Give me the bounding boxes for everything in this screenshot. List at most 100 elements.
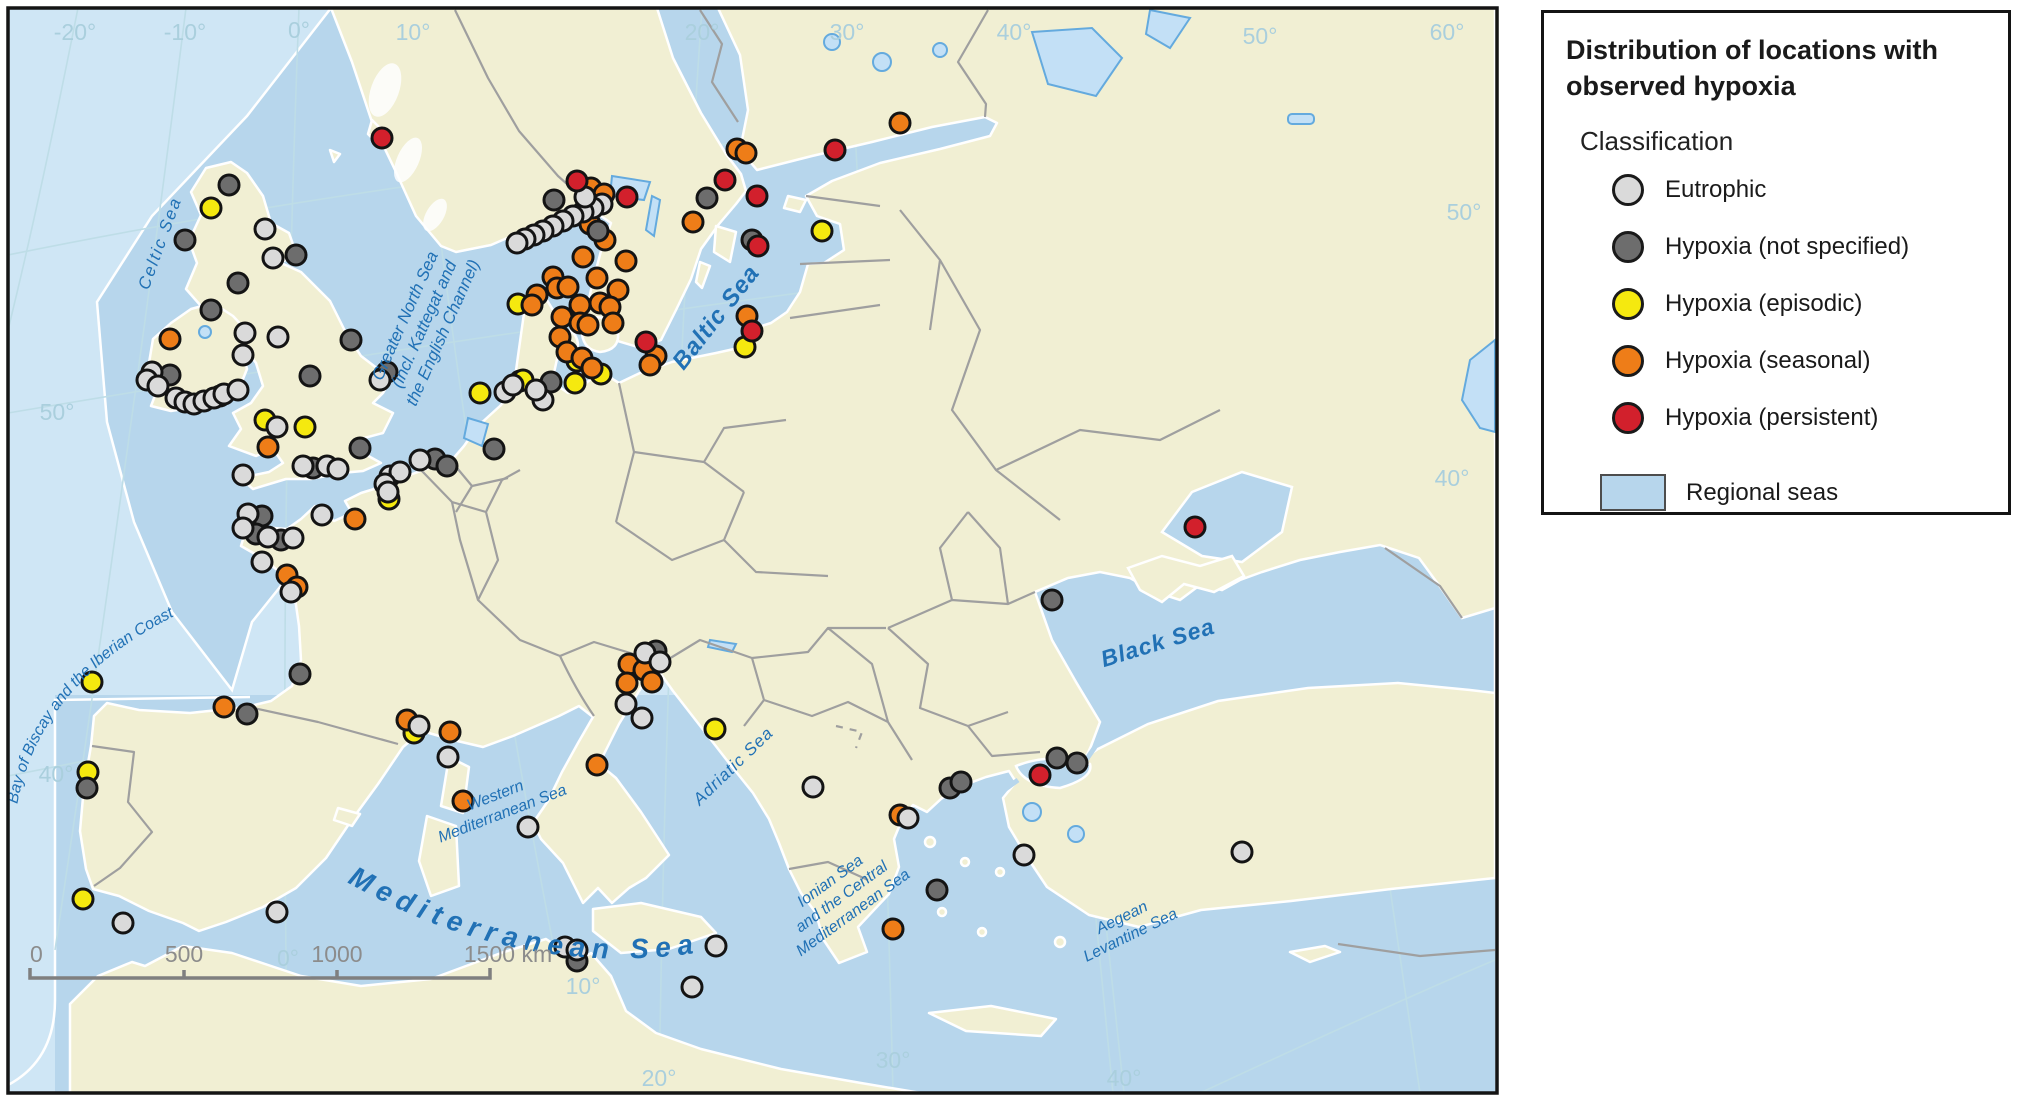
hypoxia-dot xyxy=(226,271,250,295)
hypoxia-dot xyxy=(740,319,764,343)
country-borders xyxy=(91,9,1496,958)
hypoxia-dot xyxy=(501,373,525,397)
hypoxia-dot xyxy=(199,298,223,322)
hypoxia-dot xyxy=(80,670,104,694)
legend-item-label: Hypoxia (not specified) xyxy=(1665,232,1910,260)
hypoxia-dot xyxy=(556,275,580,299)
hypoxia-dot xyxy=(520,293,544,317)
legend-regional-seas: Regional seas xyxy=(1600,474,2008,512)
regional-seas-label: Regional seas xyxy=(1686,478,1839,506)
hypoxia-dot xyxy=(615,671,639,695)
hypoxia-dot xyxy=(326,457,350,481)
hypoxia-dot xyxy=(261,246,285,270)
hypoxia-dot xyxy=(576,313,600,337)
graticule-label: -10° xyxy=(164,19,206,45)
hypoxia-dot xyxy=(281,526,305,550)
hypoxia-dot xyxy=(266,325,290,349)
graticule-label: 50° xyxy=(40,399,75,425)
hypoxia-dot xyxy=(896,806,920,830)
hypoxia-dot xyxy=(288,662,312,686)
hypoxia-dot xyxy=(1183,515,1207,539)
hypoxia-dot xyxy=(571,245,595,269)
graticule-label: 40° xyxy=(39,761,74,787)
scale-bar-label: 500 xyxy=(165,941,203,967)
hypoxia-dot xyxy=(634,330,658,354)
hypoxia-dot xyxy=(630,706,654,730)
hypoxia-dot xyxy=(253,217,277,241)
hypoxia-episodic-swatch-icon xyxy=(1612,287,1644,320)
hypoxia-dot xyxy=(585,266,609,290)
hypoxia-dot xyxy=(265,900,289,924)
hypoxia-seasonal-swatch-icon xyxy=(1612,344,1644,377)
hypoxia-dot xyxy=(524,378,548,402)
hypoxia-dot xyxy=(1065,751,1089,775)
hypoxia-dot xyxy=(745,184,769,208)
hypoxia-dot xyxy=(1040,588,1064,612)
hypoxia-dot xyxy=(370,126,394,150)
hypoxia-dot xyxy=(173,228,197,252)
hypoxia-dot xyxy=(407,714,431,738)
hypoxia-dot xyxy=(256,435,280,459)
legend-item-label: Hypoxia (seasonal) xyxy=(1665,346,1871,374)
hypoxia-dot xyxy=(451,789,475,813)
hypoxia-dot xyxy=(348,436,372,460)
legend-item-label: Hypoxia (persistent) xyxy=(1665,403,1879,431)
legend-item-label: Hypoxia (episodic) xyxy=(1665,289,1863,317)
legend-item-hypoxia-seasonal: Hypoxia (seasonal) xyxy=(1612,332,2008,389)
hypoxia-dot xyxy=(695,186,719,210)
scale-bar: 0 500 1000 1500 km xyxy=(28,941,552,980)
hypoxia-dots-layer xyxy=(71,111,1254,999)
legend-title: Distribution of locations with observed … xyxy=(1566,35,1938,101)
hypoxia-dot xyxy=(585,753,609,777)
scale-bar-label: 0 xyxy=(30,941,43,967)
graticule-label: 40° xyxy=(997,19,1032,45)
hypoxia-dot xyxy=(368,368,392,392)
hypoxia-dot xyxy=(1230,840,1254,864)
hypoxia-dot xyxy=(233,321,257,345)
hypoxia-dot xyxy=(565,169,589,193)
hypoxia-dot xyxy=(231,463,255,487)
graticule-label: -20° xyxy=(54,19,96,45)
legend-classification-label: Classification xyxy=(1580,126,1734,157)
map-frame xyxy=(6,6,1499,1095)
hypoxia-dot xyxy=(746,234,770,258)
hypoxia-dot xyxy=(614,692,638,716)
hypoxia-persistent-swatch-icon xyxy=(1612,401,1644,434)
hypoxia-dot xyxy=(217,173,241,197)
hypoxia-dot xyxy=(601,311,625,335)
graticule-label: 30° xyxy=(876,1047,911,1073)
graticule-label: 40° xyxy=(1107,1065,1142,1091)
graticule-label: 50° xyxy=(1243,23,1278,49)
hypoxia-dot xyxy=(111,911,135,935)
graticule-label: 0° xyxy=(288,17,310,43)
hypoxia-dot xyxy=(265,415,289,439)
graticule-label: 10° xyxy=(396,19,431,45)
hypoxia-dot xyxy=(291,454,315,478)
graticule-label: 50° xyxy=(1447,199,1482,225)
hypoxia-dot xyxy=(823,138,847,162)
hypoxia-dot xyxy=(250,550,274,574)
scale-bar-label: 1000 xyxy=(311,941,362,967)
hypoxia-dot xyxy=(376,480,400,504)
scale-bar-label: 1500 km xyxy=(464,941,552,967)
hypoxia-dot xyxy=(226,378,250,402)
graticule-label: 0° xyxy=(277,945,299,971)
hypoxia-dot xyxy=(256,525,280,549)
hypoxia-dot xyxy=(580,356,604,380)
hypoxia-dot xyxy=(614,249,638,273)
hypoxia-dot xyxy=(881,917,905,941)
hypoxia-dot xyxy=(212,695,236,719)
hypoxia-not-specified-swatch-icon xyxy=(1612,230,1644,263)
hypoxia-dot xyxy=(734,141,758,165)
hypoxia-dot xyxy=(298,364,322,388)
hypoxia-dot xyxy=(505,231,529,255)
hypoxia-dot xyxy=(235,702,259,726)
hypoxia-dot xyxy=(408,448,432,472)
hypoxia-dot xyxy=(199,196,223,220)
hypoxia-dot xyxy=(435,454,459,478)
hypoxia-dot xyxy=(158,327,182,351)
hypoxia-dot xyxy=(888,111,912,135)
graticule-label: 20° xyxy=(642,1065,677,1091)
